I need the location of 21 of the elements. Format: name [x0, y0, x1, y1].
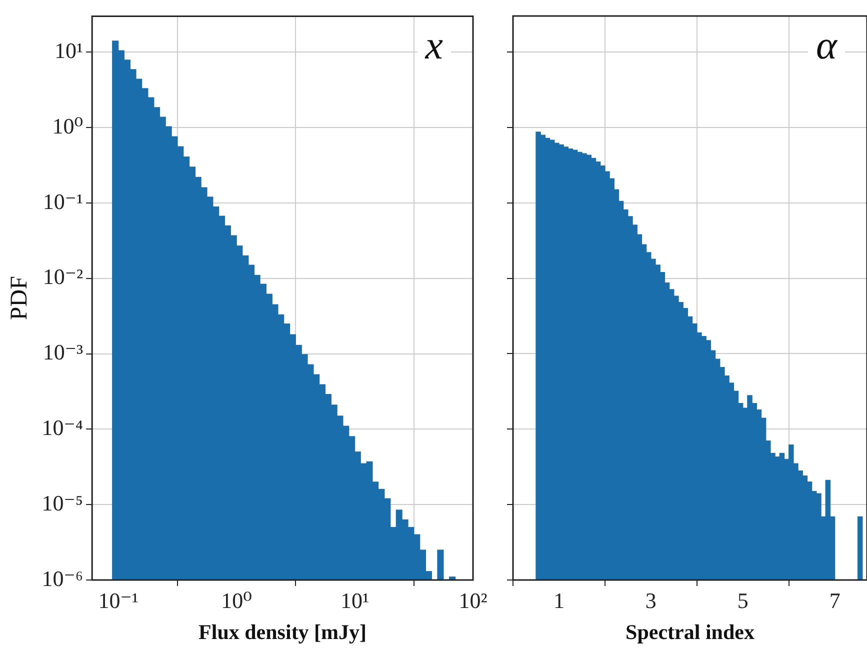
x-axis-title: Flux density [mJy]: [198, 620, 367, 644]
annotation: α: [816, 22, 838, 68]
y-tick-label: 10⁻¹: [42, 188, 84, 214]
x-tick-label: 10²: [458, 588, 488, 613]
y-tick-label: 10⁻⁵: [42, 490, 84, 516]
y-axis-title: PDF: [6, 276, 33, 320]
x-tick-label: 1: [553, 588, 564, 613]
x-tick-label: 10⁻¹: [98, 588, 138, 613]
y-tick-label: 10⁰: [52, 113, 84, 138]
x-axis-title: Spectral index: [626, 620, 755, 644]
y-tick-label: 10⁻⁶: [42, 566, 84, 591]
x-tick-label: 10⁰: [221, 588, 252, 613]
x-tick-label: 3: [645, 588, 656, 613]
x-tick-label: 5: [737, 588, 748, 613]
y-tick-label: 10⁻⁴: [42, 414, 84, 440]
annotation: x: [424, 22, 444, 68]
y-tick-label: 10¹: [54, 38, 84, 63]
x-tick-label: 10¹: [340, 588, 370, 613]
y-tick-label: 10⁻³: [42, 340, 84, 365]
y-tick-label: 10⁻²: [42, 264, 84, 290]
x-tick-label: 7: [829, 588, 840, 613]
